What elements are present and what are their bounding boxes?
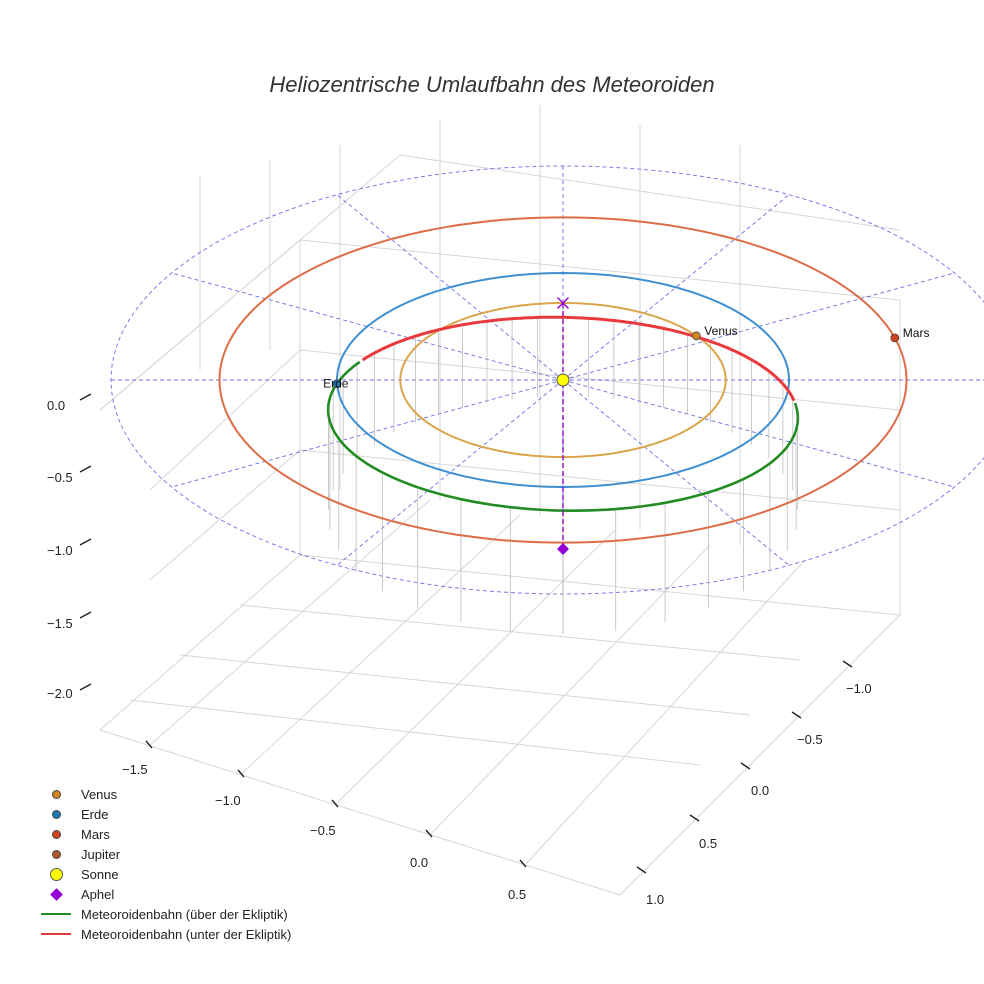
planet-label: Venus — [704, 324, 737, 338]
legend-item-jupiter: Jupiter — [38, 844, 291, 864]
x-axis-tick-labels: −1.5 −1.0 −0.5 0.0 0.5 — [122, 762, 526, 902]
aphel-marker-icon — [49, 887, 63, 901]
x-tick: −1.0 — [215, 793, 241, 808]
legend-label: Erde — [81, 806, 109, 822]
markers: Venus Erde Mars — [323, 296, 930, 555]
x-tick: −1.5 — [122, 762, 148, 777]
x-tick: 0.5 — [508, 887, 526, 902]
orbit-mars — [218, 216, 908, 544]
y-axis-tick-labels: −1.0 −0.5 0.0 0.5 1.0 — [646, 681, 872, 907]
venus-marker-icon — [51, 789, 61, 799]
reference-spoke — [171, 272, 564, 381]
x-tick: −0.5 — [310, 823, 336, 838]
y-tick: 0.5 — [699, 836, 717, 851]
z-axis-tick-labels: 0.0 −0.5 −1.0 −1.5 −2.0 — [47, 398, 73, 701]
z-tick: −1.0 — [47, 543, 73, 558]
legend-item-above: Meteoroidenbahn (über der Ekliptik) — [38, 904, 291, 924]
mars-marker-icon — [51, 829, 61, 839]
legend-label: Aphel — [81, 886, 115, 902]
planet-label: Mars — [903, 326, 930, 340]
line-swatch-icon — [41, 933, 71, 935]
perihelion-marker — [557, 296, 569, 309]
line-swatch-icon — [41, 913, 71, 915]
legend-item-mars: Mars — [38, 824, 291, 844]
jupiter-marker-icon — [51, 849, 61, 859]
reference-spoke — [171, 379, 564, 488]
y-tick: 1.0 — [646, 892, 664, 907]
legend-item-sonne: Sonne — [38, 864, 291, 884]
planet-venus — [691, 331, 701, 341]
z-tick: 0.0 — [47, 398, 65, 413]
meteoroid-orbit-below — [361, 315, 796, 402]
reference-spoke — [562, 379, 955, 488]
reference-spoke — [562, 272, 955, 381]
orbit-venus — [399, 302, 727, 458]
chart-title: Heliozentrische Umlaufbahn des Meteoroid… — [269, 72, 715, 97]
legend-label: Venus — [81, 786, 118, 802]
z-tick: −2.0 — [47, 686, 73, 701]
sun-marker-icon — [49, 867, 63, 881]
legend-label: Meteoroidenbahn (unter der Ekliptik) — [81, 926, 292, 942]
y-tick: 0.0 — [751, 783, 769, 798]
legend-item-erde: Erde — [38, 804, 291, 824]
y-tick: −1.0 — [846, 681, 872, 696]
planet-label: Erde — [323, 377, 349, 391]
ecliptic-reference-grid — [110, 165, 984, 595]
legend-item-below: Meteoroidenbahn (unter der Ekliptik) — [38, 924, 291, 944]
z-tick: −0.5 — [47, 470, 73, 485]
legend-item-aphel: Aphel — [38, 884, 291, 904]
y-tick: −0.5 — [797, 732, 823, 747]
legend-item-venus: Venus — [38, 784, 291, 804]
legend-label: Sonne — [81, 866, 119, 882]
sun-marker — [556, 373, 570, 387]
legend: Venus Erde Mars Jupiter Sonne Aphel Mete… — [38, 784, 291, 944]
pane-grid — [99, 105, 901, 896]
planet-mars — [890, 333, 900, 343]
x-tick: 0.0 — [410, 855, 428, 870]
aphel-marker — [557, 543, 569, 555]
meteoroid-drop-lines — [327, 317, 798, 634]
axis-tick-marks — [79, 393, 853, 874]
legend-label: Mars — [81, 826, 110, 842]
planet-erde — [332, 379, 342, 389]
z-tick: −1.5 — [47, 616, 73, 631]
earth-marker-icon — [51, 809, 61, 819]
legend-label: Jupiter — [81, 846, 121, 862]
legend-label: Meteoroidenbahn (über der Ekliptik) — [81, 906, 288, 922]
